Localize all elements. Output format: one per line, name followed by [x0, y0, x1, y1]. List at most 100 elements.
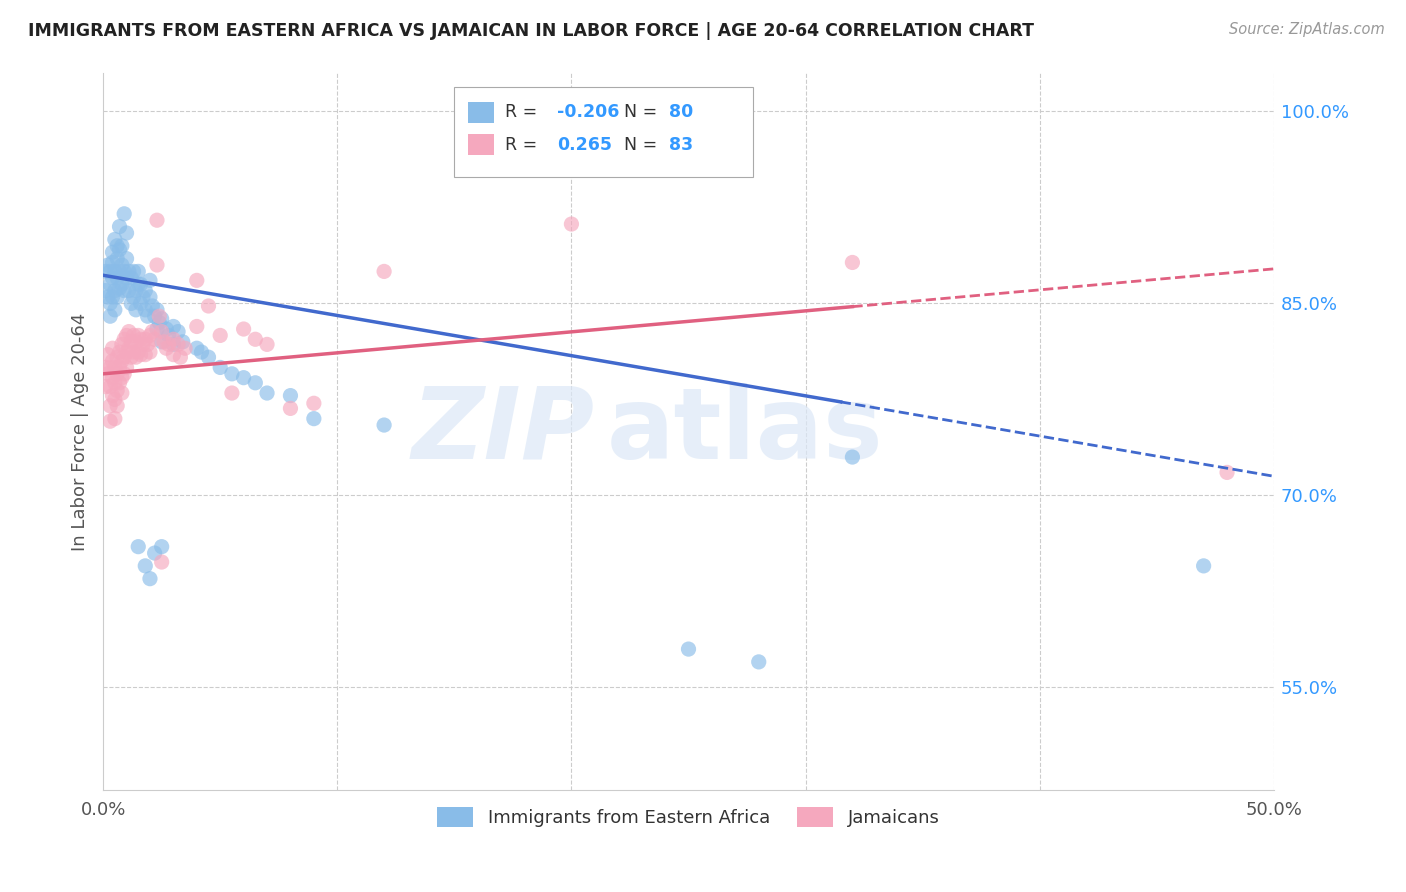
Point	[153, 334, 176, 349]
Point	[127, 540, 149, 554]
Point	[150, 325, 173, 339]
Point	[1192, 558, 1215, 573]
Point	[97, 258, 120, 272]
Point	[245, 332, 267, 346]
Point	[111, 239, 134, 253]
Point	[97, 348, 120, 362]
Point	[101, 255, 124, 269]
Point	[146, 322, 169, 336]
Text: Source: ZipAtlas.com: Source: ZipAtlas.com	[1229, 22, 1385, 37]
Point	[141, 299, 163, 313]
Point	[104, 411, 127, 425]
Point	[120, 296, 142, 310]
Point	[98, 399, 121, 413]
FancyBboxPatch shape	[468, 134, 494, 155]
Point	[98, 379, 121, 393]
Point	[197, 299, 219, 313]
Point	[146, 258, 169, 272]
Point	[115, 270, 138, 285]
Point	[97, 290, 120, 304]
Point	[162, 337, 184, 351]
Point	[98, 310, 121, 324]
Text: 80: 80	[669, 103, 693, 121]
Point	[162, 319, 184, 334]
Point	[221, 386, 243, 401]
Point	[373, 418, 395, 433]
Point	[134, 302, 156, 317]
Point	[112, 264, 135, 278]
Point	[134, 348, 156, 362]
Point	[256, 386, 278, 401]
Point	[105, 270, 128, 285]
Point	[105, 252, 128, 266]
Point	[108, 376, 131, 390]
Point	[125, 284, 148, 298]
Point	[139, 328, 162, 343]
Point	[560, 217, 582, 231]
Point	[150, 334, 173, 349]
Point	[98, 296, 121, 310]
Point	[125, 302, 148, 317]
Text: IMMIGRANTS FROM EASTERN AFRICA VS JAMAICAN IN LABOR FORCE | AGE 20-64 CORRELATIO: IMMIGRANTS FROM EASTERN AFRICA VS JAMAIC…	[28, 22, 1035, 40]
Point	[108, 360, 131, 375]
Point	[139, 290, 162, 304]
Point	[118, 284, 141, 298]
Text: 0.265: 0.265	[557, 136, 613, 153]
Point	[157, 328, 180, 343]
Point	[186, 341, 208, 355]
Point	[146, 302, 169, 317]
Point	[105, 350, 128, 364]
Point	[127, 264, 149, 278]
Point	[127, 328, 149, 343]
Point	[108, 264, 131, 278]
Point	[104, 232, 127, 246]
Point	[101, 270, 124, 285]
Point	[105, 399, 128, 413]
Point	[139, 273, 162, 287]
Point	[112, 207, 135, 221]
Point	[127, 277, 149, 292]
Point	[120, 270, 142, 285]
Point	[122, 345, 145, 359]
Point	[186, 273, 208, 287]
Point	[101, 388, 124, 402]
Legend: Immigrants from Eastern Africa, Jamaicans: Immigrants from Eastern Africa, Jamaican…	[430, 799, 946, 835]
Point	[111, 354, 134, 368]
Point	[139, 345, 162, 359]
FancyBboxPatch shape	[454, 87, 752, 177]
Text: 83: 83	[669, 136, 693, 153]
Point	[115, 226, 138, 240]
Point	[94, 264, 117, 278]
Point	[134, 558, 156, 573]
Point	[148, 316, 170, 330]
Point	[141, 325, 163, 339]
Point	[143, 310, 166, 324]
Point	[280, 401, 302, 416]
Point	[209, 328, 232, 343]
Point	[373, 264, 395, 278]
Point	[134, 284, 156, 298]
Point	[118, 341, 141, 355]
Point	[129, 277, 152, 292]
Point	[104, 302, 127, 317]
Point	[167, 337, 190, 351]
Point	[98, 277, 121, 292]
Point	[129, 296, 152, 310]
Point	[155, 341, 177, 355]
Point	[221, 367, 243, 381]
Point	[122, 264, 145, 278]
Point	[115, 360, 138, 375]
Point	[120, 350, 142, 364]
Point	[122, 328, 145, 343]
Point	[104, 264, 127, 278]
Point	[101, 354, 124, 368]
Point	[256, 337, 278, 351]
Point	[197, 350, 219, 364]
Point	[101, 245, 124, 260]
Point	[98, 414, 121, 428]
Text: R =: R =	[505, 136, 543, 153]
Point	[136, 310, 159, 324]
Point	[148, 310, 170, 324]
Point	[302, 396, 325, 410]
Point	[104, 392, 127, 407]
